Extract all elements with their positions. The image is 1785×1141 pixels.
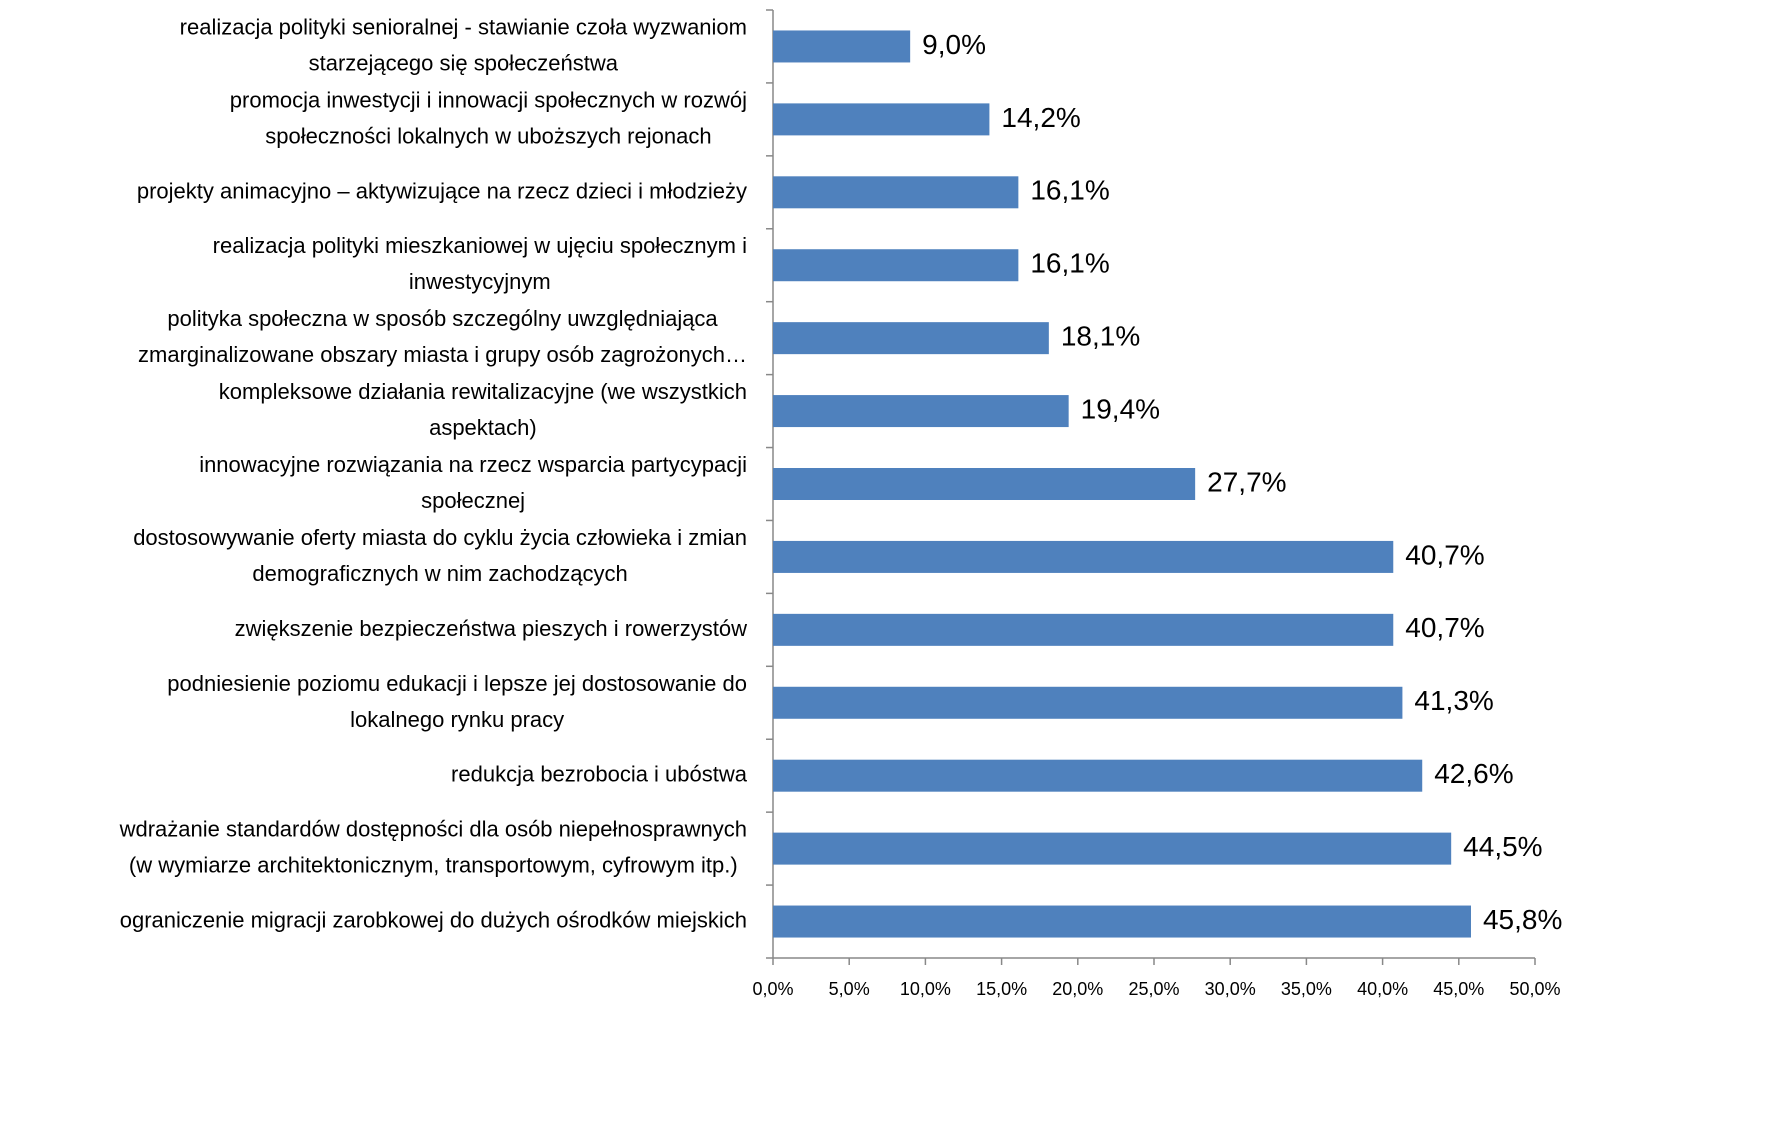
x-tick-label: 0,0% <box>752 979 793 999</box>
value-label: 18,1% <box>1061 321 1140 352</box>
value-label: 16,1% <box>1030 175 1109 206</box>
value-label: 19,4% <box>1081 393 1160 424</box>
x-tick-label: 45,0% <box>1433 979 1484 999</box>
value-label: 9,0% <box>922 29 986 60</box>
category-label: realizacja polityki senioralnej - stawia… <box>180 14 747 75</box>
bar <box>773 759 1423 792</box>
x-tick-label: 15,0% <box>976 979 1027 999</box>
category-label: projekty animacyjno – aktywizujące na rz… <box>137 178 747 203</box>
bar <box>773 686 1403 719</box>
category-label: dostosowywanie oferty miasta do cyklu ży… <box>133 525 747 586</box>
value-label: 44,5% <box>1463 831 1542 862</box>
x-tick-label: 30,0% <box>1205 979 1256 999</box>
x-tick-label: 20,0% <box>1052 979 1103 999</box>
bar <box>773 905 1471 938</box>
value-label: 41,3% <box>1414 685 1493 716</box>
category-label: wdrażanie standardów dostępności dla osó… <box>119 816 747 877</box>
value-label: 40,7% <box>1405 539 1484 570</box>
category-label: kompleksowe działania rewitalizacyjne (w… <box>219 379 747 440</box>
value-label: 45,8% <box>1483 904 1562 935</box>
bar <box>773 395 1069 428</box>
bar <box>773 176 1019 209</box>
value-label: 16,1% <box>1030 248 1109 279</box>
x-tick-label: 25,0% <box>1128 979 1179 999</box>
value-label: 42,6% <box>1434 758 1513 789</box>
x-tick-label: 35,0% <box>1281 979 1332 999</box>
x-tick-label: 50,0% <box>1509 979 1560 999</box>
x-tick-label: 10,0% <box>900 979 951 999</box>
bar <box>773 540 1394 573</box>
category-label: ograniczenie migracji zarobkowej do duży… <box>120 907 747 932</box>
x-tick-label: 5,0% <box>829 979 870 999</box>
value-label: 27,7% <box>1207 466 1286 497</box>
category-label: realizacja polityki mieszkaniowej w ujęc… <box>213 233 747 294</box>
value-label: 14,2% <box>1001 102 1080 133</box>
category-label: redukcja bezrobocia i ubóstwa <box>451 762 748 787</box>
bar <box>773 103 990 136</box>
category-label: promocja inwestycji i innowacji społeczn… <box>230 87 747 148</box>
bar <box>773 322 1049 355</box>
bar <box>773 468 1196 500</box>
value-label: 40,7% <box>1405 612 1484 643</box>
bar <box>773 249 1019 282</box>
category-label: zwiększenie bezpieczeństwa pieszych i ro… <box>235 616 747 641</box>
bar <box>773 613 1394 646</box>
category-label: innowacyjne rozwiązania na rzecz wsparci… <box>199 452 747 513</box>
bar <box>773 832 1452 865</box>
bar <box>773 30 911 63</box>
category-label: podniesienie poziomu edukacji i lepsze j… <box>167 671 747 732</box>
category-label: polityka społeczna w sposób szczególny u… <box>138 306 747 367</box>
x-tick-label: 40,0% <box>1357 979 1408 999</box>
